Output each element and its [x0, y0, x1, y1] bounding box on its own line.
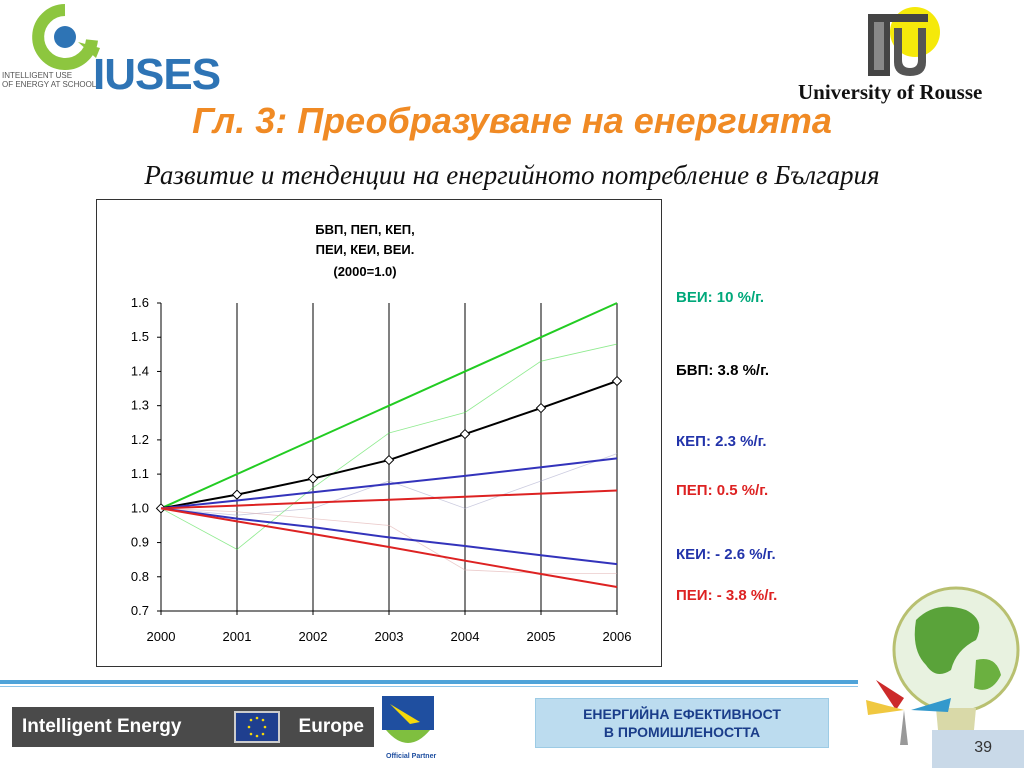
rate-label-vei: ВЕИ: 10 %/г.: [676, 289, 765, 306]
iuses-logo: IUSES INTELLIGENT USE OF ENERGY AT SCHOO…: [0, 0, 221, 100]
chart-title-line-3: (2000=1.0): [333, 264, 396, 279]
series-line-ПЕП: [160, 489, 618, 510]
series-line-ВЕИ: [160, 302, 618, 510]
ee-line-1: ЕНЕРГИЙНА ЕФЕКТИВНОСТ: [583, 706, 781, 722]
y-tick-label: 1.0: [131, 500, 149, 515]
y-tick-label: 0.9: [131, 535, 149, 550]
eu-flag-icon: [234, 711, 280, 743]
x-tick-label: 2006: [603, 629, 632, 644]
iuses-tagline: INTELLIGENT USE OF ENERGY AT SCHOOL: [2, 71, 97, 89]
intelligent-energy-europe-logo: Intelligent Energy Europe: [12, 707, 374, 747]
faint-series-line: [160, 453, 618, 516]
chart-frame: БВП, ПЕП, КЕП, ПЕИ, КЕИ, ВЕИ. (2000=1.0)…: [96, 199, 662, 667]
rate-label-pei: ПЕИ: - 3.8 %/г.: [676, 587, 778, 604]
ie-right-text: Europe: [298, 716, 364, 737]
chart-title-line-1: БВП, ПЕП, КЕП,: [315, 222, 414, 237]
series-line-КЕП: [160, 457, 618, 510]
page-number-box: 39: [932, 730, 1024, 768]
page-subtitle: Развитие и тенденции на енергийното потр…: [144, 160, 880, 190]
university-logo: [860, 0, 1024, 80]
chart-axes: [157, 302, 618, 615]
chart-tick-labels: 0.7 0.8 0.9 1.0 1.1 1.2 1.3 1.4 1.5 1.6 2000 2001 20…: [131, 295, 632, 644]
rate-label-pep: ПЕП: 0.5 %/г.: [676, 482, 769, 499]
page-title: Гл. 3: Преобразуване на енергията: [192, 100, 832, 141]
x-tick-label: 2002: [299, 629, 328, 644]
x-tick-label: 2005: [527, 629, 556, 644]
footer-rule-thin: [0, 686, 858, 687]
data-point-БВП: [535, 402, 547, 414]
chart-grid: [236, 303, 618, 611]
x-tick-label: 2003: [375, 629, 404, 644]
series-line-КЕИ: [160, 507, 618, 566]
data-point-БВП: [459, 428, 471, 440]
y-tick-label: 1.3: [131, 398, 149, 413]
official-partner-icon: [382, 696, 434, 743]
faint-series-line: [160, 343, 618, 550]
chart-title-line-2: ПЕИ, КЕИ, ВЕИ.: [316, 242, 415, 257]
ee-line-2: В ПРОМИШЛЕНОСТТА: [603, 724, 761, 740]
rate-label-bvp: БВП: 3.8 %/г.: [676, 362, 769, 379]
page-number: 39: [974, 739, 992, 756]
energy-efficiency-box: ЕНЕРГИЙНА ЕФЕКТИВНОСТ В ПРОМИШЛЕНОСТТА: [535, 698, 829, 748]
y-tick-label: 1.1: [131, 466, 149, 481]
data-point-БВП: [307, 473, 319, 484]
data-point-БВП: [231, 489, 243, 500]
chart-series: [155, 302, 623, 589]
university-name: University of Rousse: [798, 80, 983, 104]
x-tick-label: 2004: [451, 629, 480, 644]
series-line-ПЕИ: [160, 507, 618, 589]
official-partner-label: Official Partner: [386, 753, 437, 760]
data-point-БВП: [383, 454, 395, 466]
iuses-emblem-icon: [32, 4, 100, 70]
y-tick-label: 0.8: [131, 569, 149, 584]
rate-label-kep: КЕП: 2.3 %/г.: [676, 433, 767, 450]
line-chart: БВП, ПЕП, КЕП, ПЕИ, КЕИ, ВЕИ. (2000=1.0)…: [131, 222, 632, 644]
data-point-БВП: [611, 375, 623, 387]
x-tick-label: 2001: [223, 629, 252, 644]
footer-rule: [0, 680, 858, 684]
y-tick-label: 1.5: [131, 329, 149, 344]
y-tick-label: 0.7: [131, 603, 149, 618]
iuses-name: IUSES: [93, 50, 221, 99]
rate-label-kei: КЕИ: - 2.6 %/г.: [676, 546, 776, 563]
university-emblem-icon: [868, 7, 940, 76]
y-tick-label: 1.6: [131, 295, 149, 310]
ie-left-text: Intelligent Energy: [22, 716, 182, 737]
energy-globe-icon: [866, 586, 1020, 745]
x-tick-label: 2000: [147, 629, 176, 644]
y-tick-label: 1.2: [131, 432, 149, 447]
y-tick-label: 1.4: [131, 363, 149, 378]
